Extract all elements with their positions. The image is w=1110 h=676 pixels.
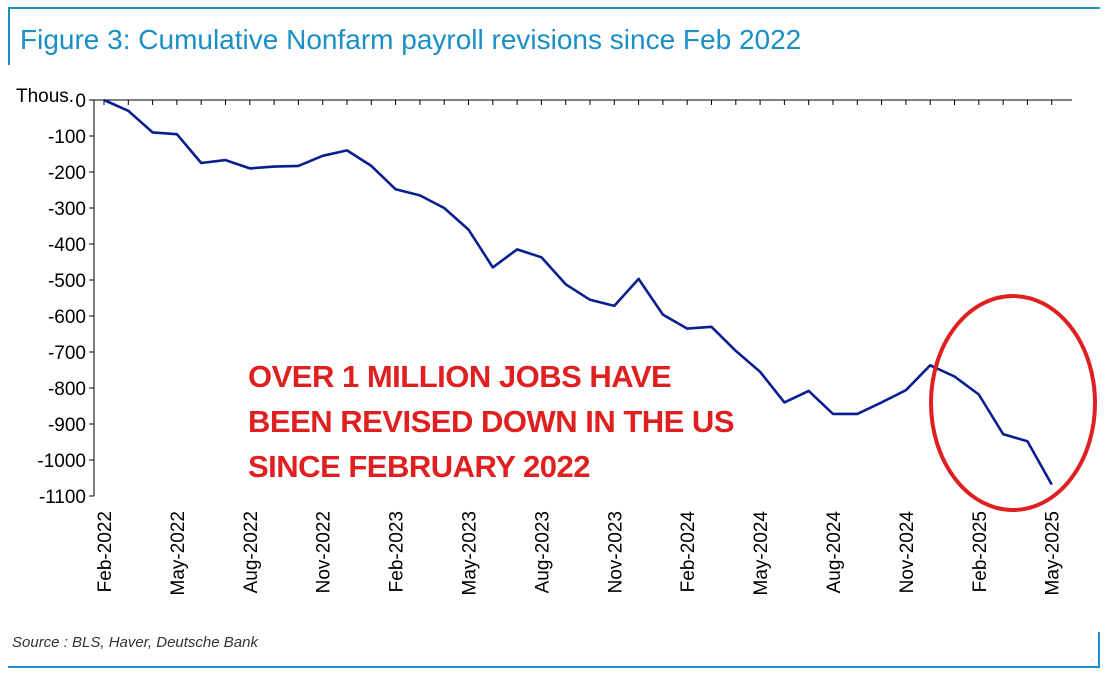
x-tick-label: May-2025 xyxy=(1043,511,1064,596)
x-tick-label: Feb-2023 xyxy=(387,511,408,592)
x-tick-label: May-2023 xyxy=(460,511,481,596)
annotation-text: OVER 1 MILLION JOBS HAVE BEEN REVISED DO… xyxy=(248,354,735,489)
y-tick-label: -300 xyxy=(48,199,86,220)
x-tick-label: Feb-2022 xyxy=(95,511,116,592)
x-tick-label: Aug-2024 xyxy=(824,511,845,594)
y-tick-label: -400 xyxy=(48,235,86,256)
x-axis-ticks: Feb-2022 May-2022 Aug-2022 Nov-2022 Feb-2023… xyxy=(95,100,1064,596)
x-tick-label: Aug-2022 xyxy=(241,511,262,593)
annotation-line-1: OVER 1 MILLION JOBS HAVE xyxy=(248,359,672,394)
annotation-line-3: SINCE FEBRUARY 2022 xyxy=(248,449,590,484)
y-axis-unit-label: Thous. xyxy=(16,86,75,107)
y-tick-label: -800 xyxy=(48,379,86,400)
x-tick-label: Feb-2024 xyxy=(678,511,699,593)
chart-axes xyxy=(93,99,1072,496)
frame-top-border xyxy=(8,7,1100,9)
frame-left-border xyxy=(8,7,10,65)
y-tick-label: -100 xyxy=(48,127,86,148)
frame-bottom-border xyxy=(8,666,1100,668)
figure-title: Figure 3: Cumulative Nonfarm payroll rev… xyxy=(20,24,802,55)
y-tick-label: -600 xyxy=(48,307,86,328)
annotation-line-2: BEEN REVISED DOWN IN THE US xyxy=(248,404,735,439)
x-tick-label: Nov-2023 xyxy=(605,511,626,593)
x-tick-label: May-2022 xyxy=(168,511,189,596)
y-tick-label: -500 xyxy=(48,271,86,292)
x-tick-label: Nov-2024 xyxy=(897,511,918,594)
y-axis-ticks: 0 -100 -200 -300 -400 -500 -600 -700 -800 -900 -10… xyxy=(37,91,94,508)
source-note: Source : BLS, Haver, Deutsche Bank xyxy=(12,634,258,651)
y-tick-label: -1100 xyxy=(39,487,86,508)
x-tick-label: Feb-2025 xyxy=(970,511,991,592)
series-line xyxy=(103,98,1053,486)
y-tick-label: -1000 xyxy=(37,451,86,472)
y-tick-label: -900 xyxy=(48,415,86,436)
y-tick-label: -700 xyxy=(48,343,86,364)
y-tick-label: 0 xyxy=(75,91,86,112)
highlight-circle xyxy=(929,294,1097,512)
x-tick-label: May-2024 xyxy=(751,511,772,596)
frame-right-border xyxy=(1098,632,1100,668)
y-tick-label: -200 xyxy=(48,163,86,184)
series-layer xyxy=(103,98,1053,486)
x-tick-label: Nov-2022 xyxy=(314,511,335,593)
x-tick-label: Aug-2023 xyxy=(532,511,553,593)
